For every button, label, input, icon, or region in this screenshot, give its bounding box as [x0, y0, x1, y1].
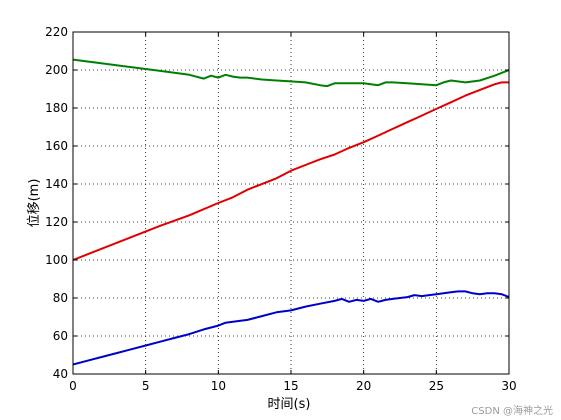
y-tick-label: 180 [45, 101, 68, 115]
x-tick-label: 15 [283, 379, 298, 393]
x-tick-label: 20 [356, 379, 371, 393]
x-tick-label: 5 [142, 379, 150, 393]
axis-ticks [72, 31, 510, 375]
x-tick-labels: 0 5 10 15 20 25 30 [69, 379, 516, 393]
y-tick-labels: 40 60 80 100 120 140 160 180 200 220 [45, 25, 68, 381]
y-tick-label: 120 [45, 215, 68, 229]
y-tick-label: 140 [45, 177, 68, 191]
y-tick-label: 160 [45, 139, 68, 153]
series-lines [72, 58, 510, 366]
x-tick-label: 0 [69, 379, 77, 393]
x-tick-label: 30 [501, 379, 516, 393]
series-line-2 [72, 81, 509, 261]
series-line-1 [72, 58, 510, 88]
y-tick-label: 220 [45, 25, 68, 39]
x-tick-label: 10 [211, 379, 226, 393]
y-tick-label: 200 [45, 63, 68, 77]
y-tick-label: 40 [53, 367, 68, 381]
y-tick-label: 80 [53, 291, 68, 305]
x-tick-label: 25 [429, 379, 444, 393]
x-axis-label: 时间(s) [268, 397, 311, 412]
series-line-3 [72, 290, 510, 366]
y-axis-label: 位移(m) [27, 179, 42, 228]
y-tick-label: 100 [45, 253, 68, 267]
watermark: CSDN @海神之光 [471, 404, 553, 417]
y-tick-label: 60 [53, 329, 68, 343]
